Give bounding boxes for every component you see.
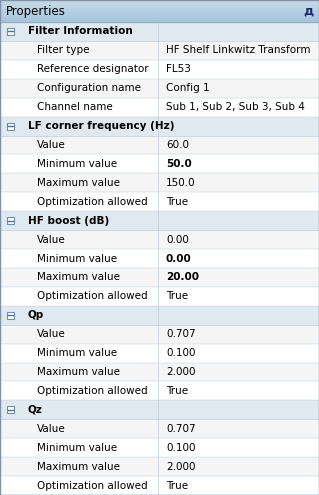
Bar — [0, 154, 319, 173]
Bar — [0, 457, 319, 476]
Bar — [0, 0, 319, 1]
Text: 0.00: 0.00 — [166, 235, 189, 245]
Bar — [0, 5, 319, 6]
Text: 0.100: 0.100 — [166, 348, 195, 358]
Bar — [0, 211, 319, 230]
Text: Maximum value: Maximum value — [37, 367, 120, 377]
Text: Properties: Properties — [6, 4, 66, 17]
Text: 2.000: 2.000 — [166, 462, 195, 472]
Bar — [0, 79, 319, 98]
Bar — [0, 173, 319, 192]
Text: LF corner frequency (Hz): LF corner frequency (Hz) — [27, 121, 174, 131]
Bar — [0, 117, 319, 136]
Text: 20.00: 20.00 — [166, 272, 199, 283]
Text: 0.00: 0.00 — [166, 253, 192, 263]
Text: Value: Value — [37, 329, 65, 339]
Text: 150.0: 150.0 — [166, 178, 196, 188]
Text: 50.0: 50.0 — [166, 159, 192, 169]
Text: Filter Information: Filter Information — [27, 26, 132, 37]
Text: Value: Value — [37, 235, 65, 245]
Text: Optimization allowed: Optimization allowed — [37, 292, 147, 301]
Text: Minimum value: Minimum value — [37, 443, 117, 453]
Bar — [0, 20, 319, 22]
Text: 2.000: 2.000 — [166, 367, 195, 377]
Bar — [0, 192, 319, 211]
Text: Minimum value: Minimum value — [37, 253, 117, 263]
Text: Optimization allowed: Optimization allowed — [37, 481, 147, 491]
Bar — [0, 17, 319, 19]
Text: Maximum value: Maximum value — [37, 178, 120, 188]
Bar — [0, 13, 319, 14]
Bar — [0, 19, 319, 21]
Text: Optimization allowed: Optimization allowed — [37, 386, 147, 396]
Text: Config 1: Config 1 — [166, 83, 210, 93]
Bar — [0, 11, 319, 13]
Bar — [0, 230, 319, 249]
Text: HF Shelf Linkwitz Transform: HF Shelf Linkwitz Transform — [166, 46, 310, 55]
Text: True: True — [166, 481, 188, 491]
Bar — [0, 419, 319, 438]
Text: HF boost (dB): HF boost (dB) — [27, 216, 109, 226]
Text: Value: Value — [37, 424, 65, 434]
Bar — [6, 406, 13, 413]
Bar — [0, 7, 319, 9]
Text: 60.0: 60.0 — [166, 140, 189, 150]
Bar — [0, 16, 319, 18]
Bar — [0, 1, 319, 3]
Bar — [0, 14, 319, 15]
Text: д: д — [303, 4, 313, 17]
Text: 0.100: 0.100 — [166, 443, 195, 453]
Bar — [0, 382, 319, 400]
Text: 0.707: 0.707 — [166, 424, 196, 434]
Bar — [0, 18, 319, 20]
Bar — [0, 287, 319, 306]
Text: True: True — [166, 197, 188, 207]
Text: True: True — [166, 292, 188, 301]
Text: Reference designator: Reference designator — [37, 64, 148, 74]
Bar — [0, 60, 319, 79]
Text: Filter type: Filter type — [37, 46, 89, 55]
Text: Configuration name: Configuration name — [37, 83, 141, 93]
Bar — [0, 15, 319, 16]
Text: Value: Value — [37, 140, 65, 150]
Bar — [0, 22, 319, 41]
Bar — [6, 123, 13, 130]
Text: Minimum value: Minimum value — [37, 159, 117, 169]
Bar — [0, 306, 319, 325]
Bar — [0, 400, 319, 419]
Bar — [0, 6, 319, 8]
Text: 0.707: 0.707 — [166, 329, 196, 339]
Bar — [0, 98, 319, 117]
Text: Sub 1, Sub 2, Sub 3, Sub 4: Sub 1, Sub 2, Sub 3, Sub 4 — [166, 102, 305, 112]
Bar — [0, 438, 319, 457]
Bar — [0, 0, 319, 2]
Bar — [0, 41, 319, 60]
Bar — [0, 476, 319, 495]
Text: Maximum value: Maximum value — [37, 462, 120, 472]
Bar — [0, 3, 319, 4]
Bar — [0, 362, 319, 382]
Text: Qp: Qp — [27, 310, 44, 320]
Bar — [0, 8, 319, 10]
Bar — [0, 10, 319, 12]
Text: Channel name: Channel name — [37, 102, 112, 112]
Bar — [6, 217, 13, 224]
Text: Optimization allowed: Optimization allowed — [37, 197, 147, 207]
Bar — [0, 344, 319, 362]
Bar — [6, 28, 13, 35]
Text: Qz: Qz — [27, 405, 42, 415]
Bar — [0, 4, 319, 5]
Bar — [0, 249, 319, 268]
Text: True: True — [166, 386, 188, 396]
Bar — [0, 325, 319, 344]
Text: Maximum value: Maximum value — [37, 272, 120, 283]
Bar — [0, 136, 319, 154]
Text: FL53: FL53 — [166, 64, 191, 74]
Bar — [0, 9, 319, 11]
Bar — [0, 268, 319, 287]
Bar — [6, 312, 13, 319]
Text: Minimum value: Minimum value — [37, 348, 117, 358]
